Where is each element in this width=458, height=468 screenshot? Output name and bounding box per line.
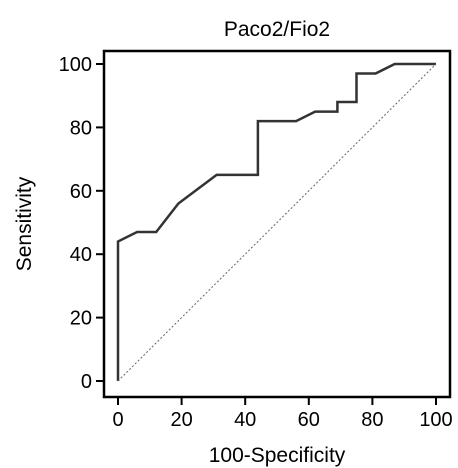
reference-diagonal-line xyxy=(117,63,437,382)
x-tick-label: 20 xyxy=(170,409,192,431)
x-tick-label: 80 xyxy=(361,409,383,431)
y-tick-label: 40 xyxy=(70,244,92,266)
y-axis: 0 20 40 60 80 100 xyxy=(59,54,104,393)
plot-frame xyxy=(102,49,452,399)
y-axis-label: Sensitivity xyxy=(13,176,36,271)
x-tick-label: 40 xyxy=(234,409,256,431)
roc-curve-line xyxy=(116,62,436,381)
y-tick-label: 80 xyxy=(70,117,92,139)
y-tick-label: 0 xyxy=(81,371,92,393)
x-axis: 0 20 40 60 80 100 xyxy=(112,397,453,431)
chart-title: Paco2/Fio2 xyxy=(224,18,330,41)
x-tick-label: 0 xyxy=(112,409,123,431)
x-tick-label: 60 xyxy=(298,409,320,431)
x-axis-label: 100-Specificity xyxy=(209,444,346,467)
y-tick-label: 20 xyxy=(70,308,92,330)
x-tick-label: 100 xyxy=(419,409,452,431)
y-tick-label: 100 xyxy=(59,54,92,76)
series-layer xyxy=(116,62,437,382)
y-tick-label: 60 xyxy=(70,181,92,203)
